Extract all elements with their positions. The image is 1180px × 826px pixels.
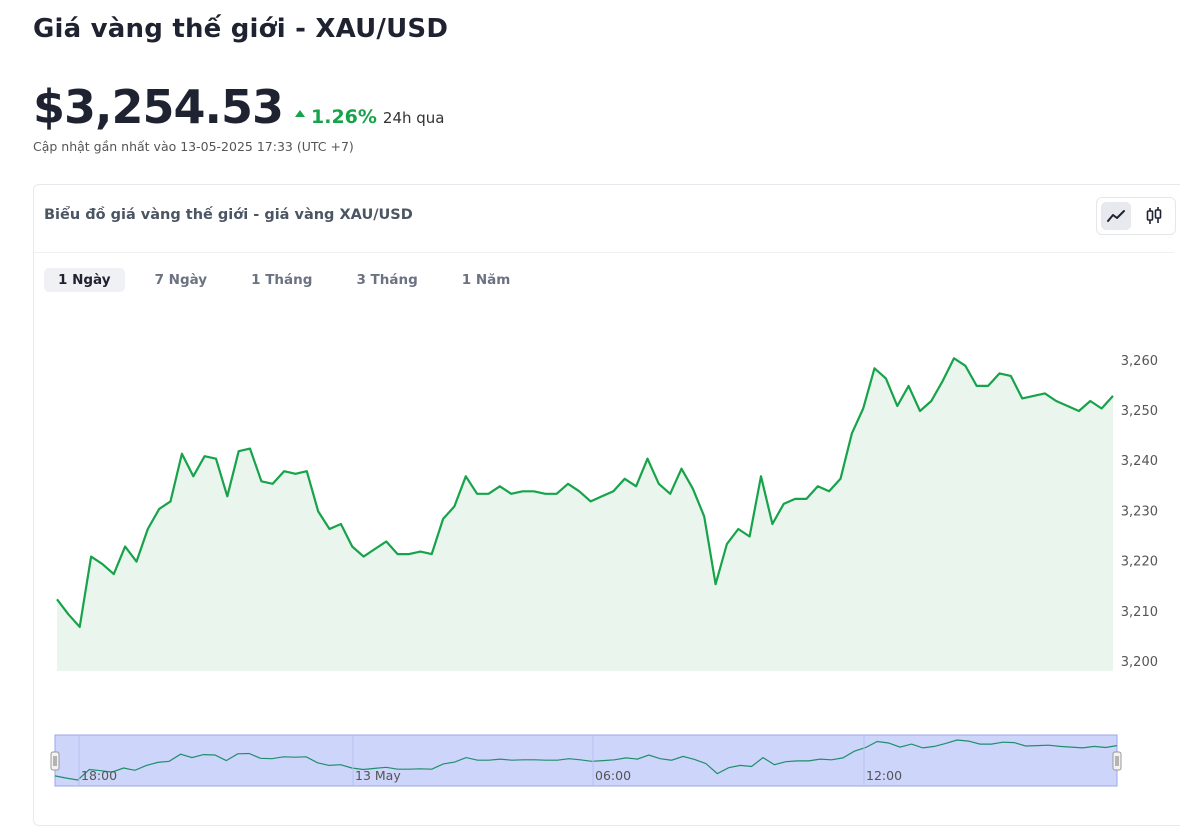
current-price: $3,254.53 bbox=[33, 80, 283, 134]
arrow-up-icon bbox=[295, 110, 305, 117]
range-tabs: 1 Ngày 7 Ngày 1 Tháng 3 Tháng 1 Năm bbox=[44, 268, 540, 292]
candlestick-button[interactable] bbox=[1139, 202, 1169, 230]
range-7-days[interactable]: 7 Ngày bbox=[141, 268, 222, 292]
chart-card: Biểu đồ giá vàng thế giới - giá vàng XAU… bbox=[33, 184, 1180, 826]
range-3-months[interactable]: 3 Tháng bbox=[342, 268, 431, 292]
candlestick-icon bbox=[1144, 206, 1164, 226]
price-change: 1.26% bbox=[311, 106, 377, 128]
change-period: 24h qua bbox=[383, 109, 445, 127]
line-chart-icon bbox=[1106, 208, 1126, 224]
last-updated: Cập nhật gần nhất vào 13-05-2025 17:33 (… bbox=[33, 139, 354, 154]
card-divider bbox=[34, 252, 1174, 253]
page-title: Giá vàng thế giới - XAU/USD bbox=[33, 14, 448, 44]
range-1-month[interactable]: 1 Tháng bbox=[237, 268, 326, 292]
range-1-day[interactable]: 1 Ngày bbox=[44, 268, 125, 292]
price-row: $3,254.53 1.26% 24h qua bbox=[33, 80, 445, 134]
line-chart-button[interactable] bbox=[1101, 202, 1131, 230]
chart-title: Biểu đồ giá vàng thế giới - giá vàng XAU… bbox=[44, 207, 413, 223]
range-1-year[interactable]: 1 Năm bbox=[448, 268, 525, 292]
chart-type-toggle bbox=[1096, 197, 1176, 235]
